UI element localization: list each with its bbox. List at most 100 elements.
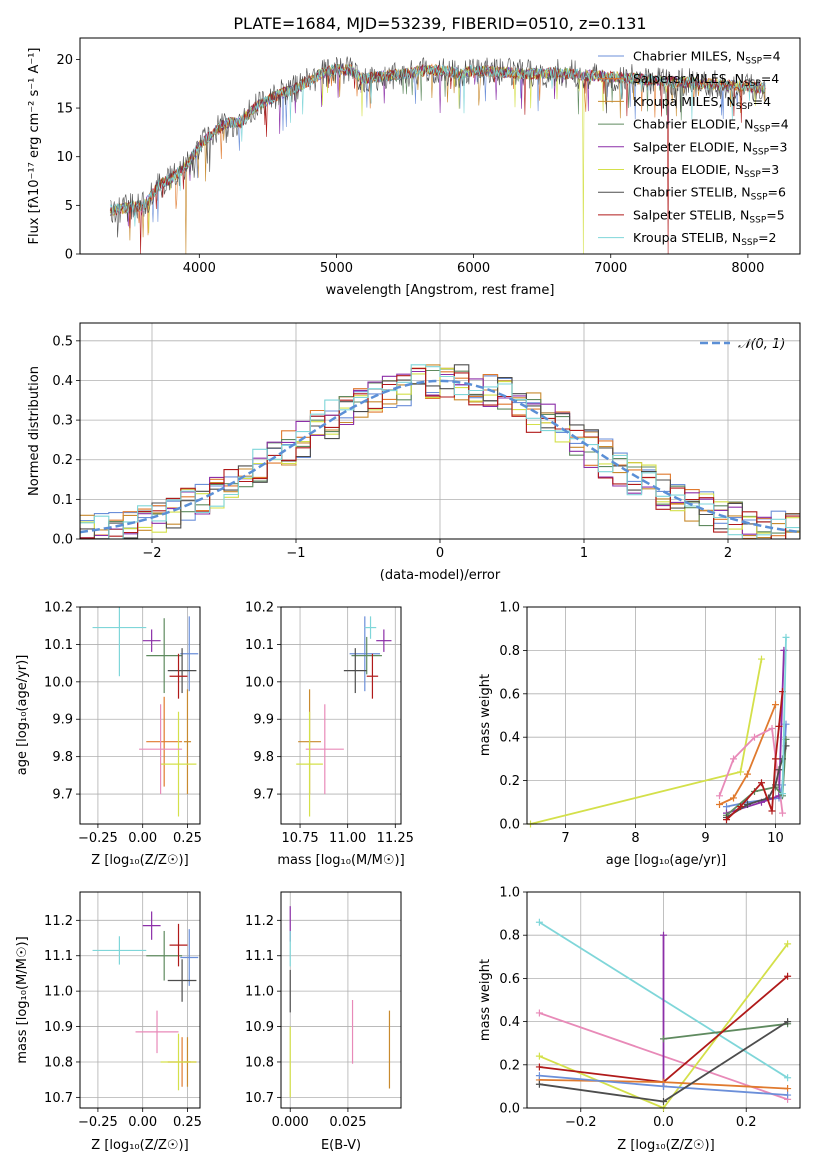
weight_vs_age-frame <box>526 606 801 825</box>
mass_vs_ebv-ytick-label: 11.1 <box>245 949 274 964</box>
weight_vs_Z-marker <box>535 1052 543 1060</box>
hist-xlabel: (data-model)/error <box>380 568 501 583</box>
wAge-xlabel: age [log₁₀(age/yr)] <box>606 853 727 868</box>
age_vs_mass-point <box>351 636 382 675</box>
hist-ylabel: Normed distribution <box>27 366 42 496</box>
spectrum-ytick-label: 5 <box>65 199 73 214</box>
weight_vs_age-marker <box>758 655 765 663</box>
age_vs_Z-point <box>180 616 199 692</box>
weight_vs_Z-series-line <box>663 1022 788 1040</box>
age_vs_mass-point <box>296 711 323 817</box>
weight_vs_age-xtick-label: 7 <box>561 831 569 846</box>
weight_vs_age-marker <box>768 725 776 733</box>
residual_hist-xtick-label: 0 <box>436 546 444 561</box>
age_vs_Z-ytick-label: 9.7 <box>52 788 73 803</box>
age_vs_Z-point <box>92 607 147 677</box>
mass_vs_Z-point <box>169 923 188 967</box>
age_vs_mass-ytick-label: 9.9 <box>253 713 274 728</box>
age_vs_Z-ytick-label: 9.9 <box>52 713 73 728</box>
age_vs_Z-ytick-label: 10.0 <box>44 675 73 690</box>
weight_vs_age-marker <box>737 803 744 811</box>
mass_vs_ebv-ytick-label: 11.2 <box>245 914 274 929</box>
spectrum-ylabel: Flux [fλ10⁻¹⁷ erg cm⁻² s⁻¹ A⁻¹] <box>27 48 42 245</box>
mass_vs_Z-point <box>180 929 199 986</box>
mass_vs_Z-ytick-label: 11.1 <box>44 949 73 964</box>
age_vs_mass-ytick-label: 10.1 <box>245 638 274 653</box>
weight_vs_Z-xtick-label: 0.0 <box>653 1115 674 1130</box>
weight_vs_age-ytick-label: 0.0 <box>499 818 520 833</box>
age_vs_Z-point <box>139 704 183 795</box>
age_vs_Z-point <box>142 629 161 652</box>
age_vs_Z-ytick-label: 10.1 <box>44 638 73 653</box>
age_vs_Z-point <box>167 648 197 694</box>
legend-entry: Kroupa STELIB, NSSP=2 <box>633 230 777 248</box>
legend-entry: Chabrier ELODIE, NSSP=4 <box>633 117 789 135</box>
age_vs_mass-ytick-label: 9.8 <box>253 750 274 765</box>
age_vs_Z-ytick-label: 9.8 <box>52 750 73 765</box>
mass_vs_Z-ytick-label: 10.9 <box>44 1020 73 1035</box>
spectrum-series-kroupa-stelib <box>109 63 766 227</box>
legend-entry: Kroupa ELODIE, NSSP=3 <box>633 162 779 180</box>
weight_vs_Z-marker <box>784 1074 792 1082</box>
hist-normal-curve <box>79 379 801 534</box>
weight_vs_Z-marker <box>535 918 543 926</box>
weight_vs_Z-ytick-label: 0.6 <box>499 972 520 987</box>
weight_vs_age-ytick-label: 0.6 <box>499 687 520 702</box>
weight_vs_age-series-line <box>781 637 787 794</box>
residual_hist-ytick-label: 0.1 <box>52 493 73 508</box>
spectrum-ytick-label: 10 <box>56 150 73 165</box>
spectrum-xtick-label: 8000 <box>731 261 764 276</box>
age_vs_Z-axes: −0.25 0.00 0.25 9.7 9.8 9.9 10.0 10.1 10.2 <box>44 601 202 847</box>
massZ-ylabel: mass [log₁₀(M/M☉)] <box>15 936 30 1063</box>
age_vs_Z-point <box>146 618 183 694</box>
mass_vs_Z-point <box>146 930 183 981</box>
hist-frame <box>79 322 801 540</box>
weight_vs_age-marker <box>775 766 783 774</box>
weight_vs_Z-marker <box>535 1063 543 1071</box>
weight_vs_Z-xtick-label: 0.2 <box>736 1115 757 1130</box>
weight_vs_age-xtick-label: 9 <box>701 831 709 846</box>
age_vs_Z-point <box>146 696 183 787</box>
age_vs_mass-point <box>343 648 367 694</box>
age_vs_mass-xtick-label: 11.00 <box>329 831 366 846</box>
weight_vs_age-ytick-label: 0.4 <box>499 731 520 746</box>
spectrum-xlabel: wavelength [Angstrom, rest frame] <box>326 283 555 298</box>
weight_vs_Z-marker <box>660 931 667 939</box>
residual_hist-axes: −2 −1 0 1 2 0.0 0.1 0.2 0.3 0.4 0.5 <box>52 323 800 561</box>
weight_vs_age-marker <box>730 755 737 763</box>
spectrum-axes: 4000 5000 6000 7000 8000 0 5 10 15 20 <box>56 53 764 276</box>
age_vs_mass-xtick-label: 10.75 <box>281 831 318 846</box>
weight_vs_age-marker <box>716 800 723 808</box>
mass_vs_Z-axes: −0.25 0.00 0.25 10.7 10.8 10.9 11.0 11.1 11.2 <box>44 892 202 1130</box>
weight_vs_Z-ytick-label: 0.0 <box>499 1102 520 1117</box>
weight_vs_Z-marker <box>535 1072 543 1080</box>
mass_vs_Z-point <box>167 959 197 1002</box>
age_vs_mass-ytick-label: 10.2 <box>245 601 274 616</box>
age_vs_Z-frame <box>79 606 201 825</box>
weight_vs_age-marker <box>772 701 779 709</box>
spectrum-xtick-label: 4000 <box>183 261 216 276</box>
residual_hist-xtick-label: 2 <box>724 546 732 561</box>
weight_vs_age-marker <box>737 768 744 776</box>
residual_hist-xtick-label: −1 <box>286 546 305 561</box>
mass_vs_Z-ytick-label: 11.0 <box>44 985 73 1000</box>
ageM-xlabel: mass [log₁₀(M/M☉)] <box>277 853 404 868</box>
residual_hist-ytick-label: 0.4 <box>52 374 73 389</box>
age_vs_Z-ytick-label: 10.2 <box>44 601 73 616</box>
weight_vs_Z-marker <box>660 1082 667 1090</box>
weight_vs_Z-marker <box>784 1085 792 1093</box>
legend-entry: Salpeter MILES, NSSP=4 <box>633 71 779 89</box>
weight_vs_Z-marker <box>660 1098 667 1106</box>
wZ-ylabel: mass weight <box>478 959 493 1041</box>
weight_vs_age-marker <box>730 794 737 802</box>
legend-entry: Chabrier MILES, NSSP=4 <box>633 49 781 67</box>
spectrum-title: PLATE=1684, MJD=53239, FIBERID=0510, z=0… <box>233 14 646 33</box>
weight_vs_age-marker <box>723 803 730 811</box>
age_vs_mass-point <box>364 616 377 639</box>
weight_vs_age-marker <box>723 816 730 824</box>
spectrum-series-chabrier-stelib <box>110 56 766 238</box>
residual_hist-ytick-label: 0.2 <box>52 453 73 468</box>
weight_vs_Z-marker <box>535 1080 543 1088</box>
legend-entry: Chabrier STELIB, NSSP=6 <box>633 185 786 203</box>
weight_vs_age-marker <box>758 779 765 787</box>
